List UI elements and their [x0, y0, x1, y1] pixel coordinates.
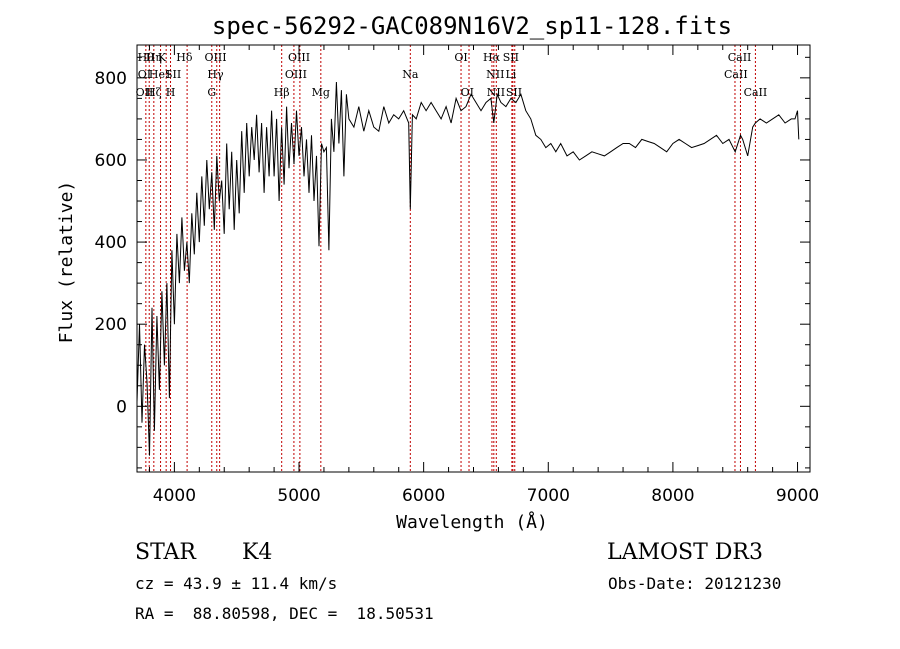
line-label: Na [402, 68, 419, 81]
x-axis-label: Wavelength (Å) [396, 511, 548, 533]
coordinates-readout: RA = 88.80598, DEC = 18.50531 [135, 604, 434, 623]
survey-name: LAMOST DR3 [607, 540, 763, 565]
chart-title: spec-56292-GAC089N16V2_sp11-128.fits [212, 12, 732, 40]
x-axis-ticks: 4000 5000 6000 7000 8000 9000 [148, 45, 819, 506]
line-label: Hα [483, 51, 501, 64]
line-label: CaII [744, 86, 768, 99]
line-label: SII [503, 51, 519, 64]
x-tick-label: 5000 [277, 486, 320, 506]
x-tick-label: 4000 [153, 486, 196, 506]
emission-line-markers [145, 45, 756, 472]
line-label: NII [487, 86, 505, 99]
object-subclass: K4 [242, 540, 273, 565]
x-tick-label: 8000 [651, 486, 694, 506]
line-label: I [166, 68, 170, 81]
line-label: SII [165, 68, 181, 81]
line-label: OI [461, 86, 474, 99]
line-label: Hζ [146, 86, 162, 99]
line-label: OIII [204, 51, 226, 64]
line-label: Hδ [176, 51, 193, 64]
x-tick-label: 9000 [776, 486, 819, 506]
y-tick-label: 0 [116, 397, 127, 417]
y-tick-label: 200 [95, 315, 127, 335]
y-tick-label: 800 [95, 69, 127, 89]
line-label: He [149, 68, 165, 81]
line-label: Mg [312, 86, 330, 99]
line-label: Hβ [274, 86, 290, 99]
object-class: STAR [135, 540, 196, 565]
line-label: G [207, 86, 216, 99]
line-label: OII [136, 86, 154, 99]
redshift-readout: cz = 43.9 ± 11.4 km/s [135, 574, 338, 593]
line-label: OIII [285, 68, 307, 81]
line-label: NII [486, 68, 504, 81]
line-label: CaII [724, 68, 748, 81]
line-label: OIII [288, 51, 310, 64]
observation-date: Obs-Date: 20121230 [608, 574, 782, 593]
x-tick-label: 7000 [527, 486, 570, 506]
line-label: SII [506, 86, 522, 99]
plot-frame [136, 44, 811, 473]
y-axis-ticks: 0 200 400 600 800 [95, 56, 810, 469]
line-label: Li [505, 68, 516, 81]
line-label: OI [454, 51, 467, 64]
line-label: CaII [728, 51, 752, 64]
line-label: Hγ [207, 68, 224, 81]
y-tick-label: 600 [95, 151, 127, 171]
spectrum-line [136, 81, 800, 456]
y-tick-label: 400 [95, 233, 127, 253]
line-label: K [158, 51, 167, 64]
y-axis-label: Flux (relative) [56, 181, 77, 344]
line-label: Hθ [138, 51, 155, 64]
x-tick-label: 6000 [402, 486, 445, 506]
line-label: H [166, 86, 176, 99]
line-label: Hη [146, 51, 162, 64]
